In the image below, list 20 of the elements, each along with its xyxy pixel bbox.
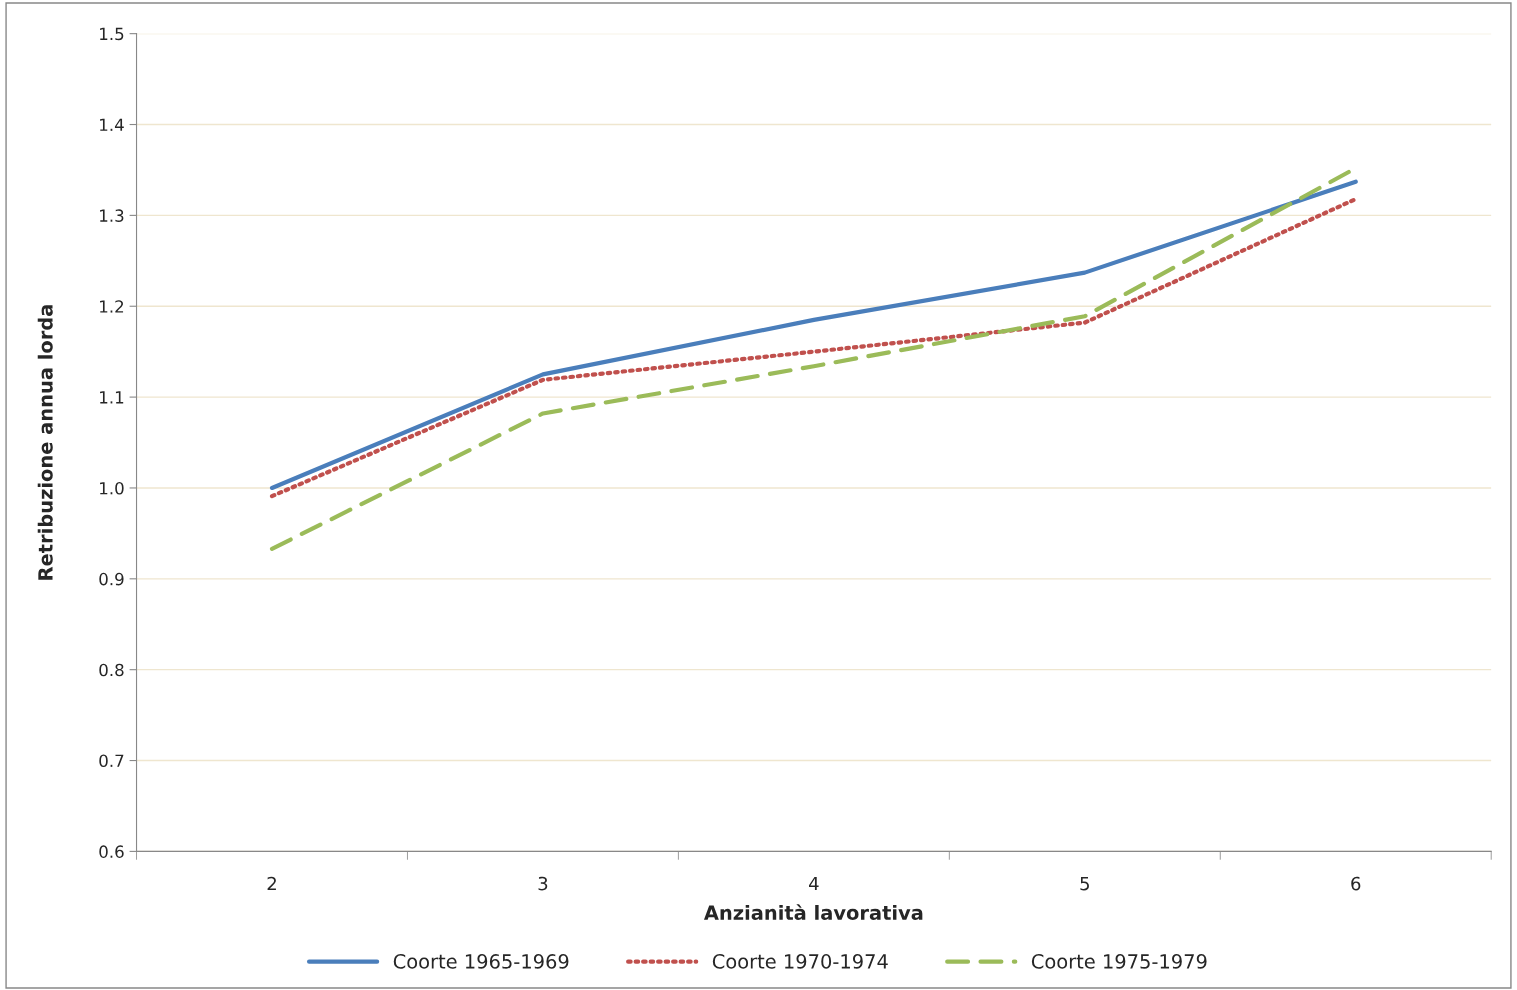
x-tick-label: 6 [1351, 876, 1361, 891]
y-tick-label: 1.4 [100, 118, 124, 131]
x-axis-title: Anzianità lavorativa [703, 904, 923, 921]
y-tick-label: 1.1 [100, 391, 124, 404]
y-tick-label: 1.3 [100, 209, 124, 222]
y-tick-label: 1.0 [100, 481, 124, 495]
legend-label: Coorte 1965-1969 [393, 954, 569, 969]
x-tick-label: 4 [809, 876, 819, 891]
x-tick-label: 5 [1080, 876, 1089, 891]
y-tick-label: 1.2 [100, 300, 124, 313]
y-axis-title: Retribuzione annua lorda [37, 305, 53, 580]
x-tick-label: 3 [538, 876, 548, 891]
y-tick-label: 0.8 [99, 663, 124, 677]
y-tick-label: 0.6 [99, 845, 124, 858]
legend-label: Coorte 1970-1974 [712, 954, 888, 969]
y-tick-label: 0.7 [99, 754, 124, 768]
y-tick-label: 0.9 [99, 572, 124, 586]
x-tick-label: 2 [267, 876, 276, 891]
y-tick-label: 1.5 [100, 27, 124, 41]
legend-label: Coorte 1975-1979 [1031, 954, 1207, 969]
